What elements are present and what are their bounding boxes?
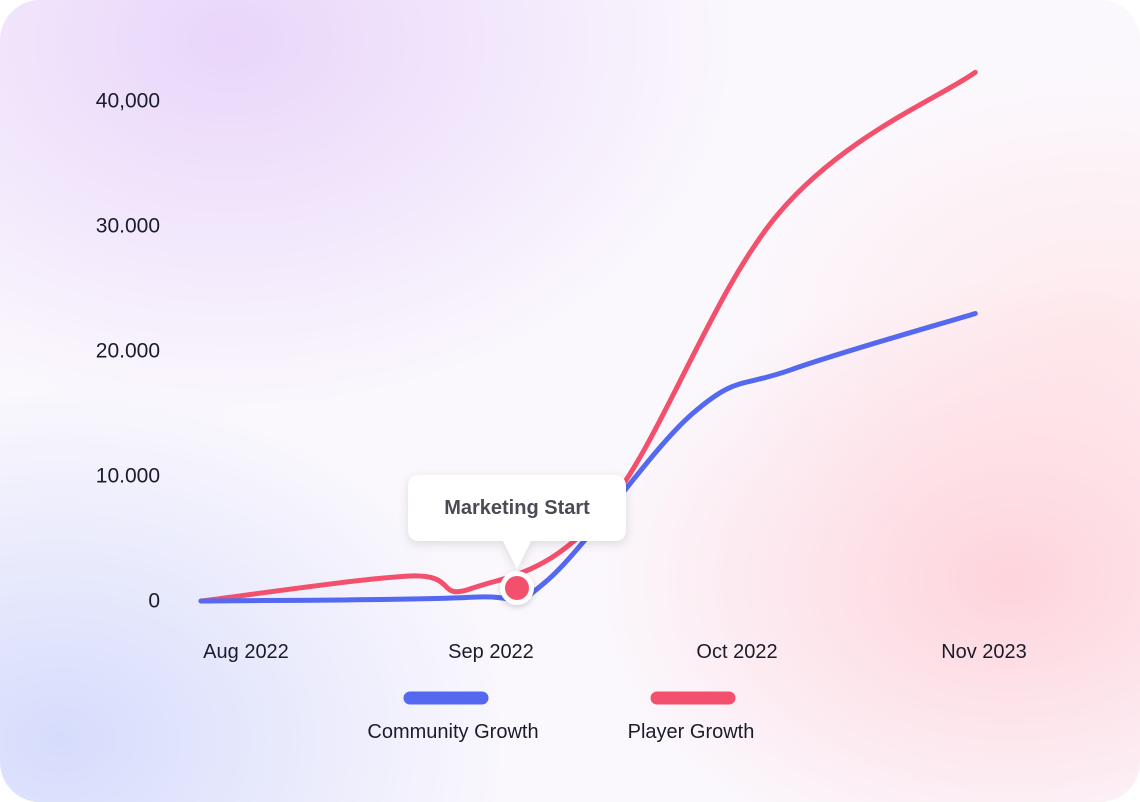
- y-tick-label: 20.000: [96, 340, 160, 363]
- legend-label: Community Growth: [367, 721, 538, 743]
- series-line-player-growth: [198, 69, 978, 604]
- x-tick-label: Sep 2022: [448, 641, 534, 663]
- y-tick-label: 10.000: [96, 465, 160, 488]
- annotation-marker: [505, 576, 529, 600]
- x-tick-label: Nov 2023: [941, 641, 1027, 663]
- annotation-layer: Marketing Start: [408, 475, 626, 605]
- annotation-callout: [408, 475, 626, 569]
- x-axis: Aug 2022 Sep 2022 Oct 2022 Nov 2023: [203, 641, 1027, 663]
- series-line-community-growth: [198, 311, 978, 604]
- legend-label: Player Growth: [628, 721, 755, 743]
- legend: Community Growth Player Growth: [367, 691, 755, 743]
- y-tick-label: 40,000: [96, 90, 160, 113]
- annotation-label: Marketing Start: [444, 497, 590, 519]
- y-tick-label: 30.000: [96, 215, 160, 238]
- x-tick-label: Oct 2022: [696, 641, 777, 663]
- y-tick-label: 0: [148, 590, 160, 613]
- x-tick-label: Aug 2022: [203, 641, 289, 663]
- y-axis: 0 10.000 20.000 30.000 40,000: [96, 90, 160, 613]
